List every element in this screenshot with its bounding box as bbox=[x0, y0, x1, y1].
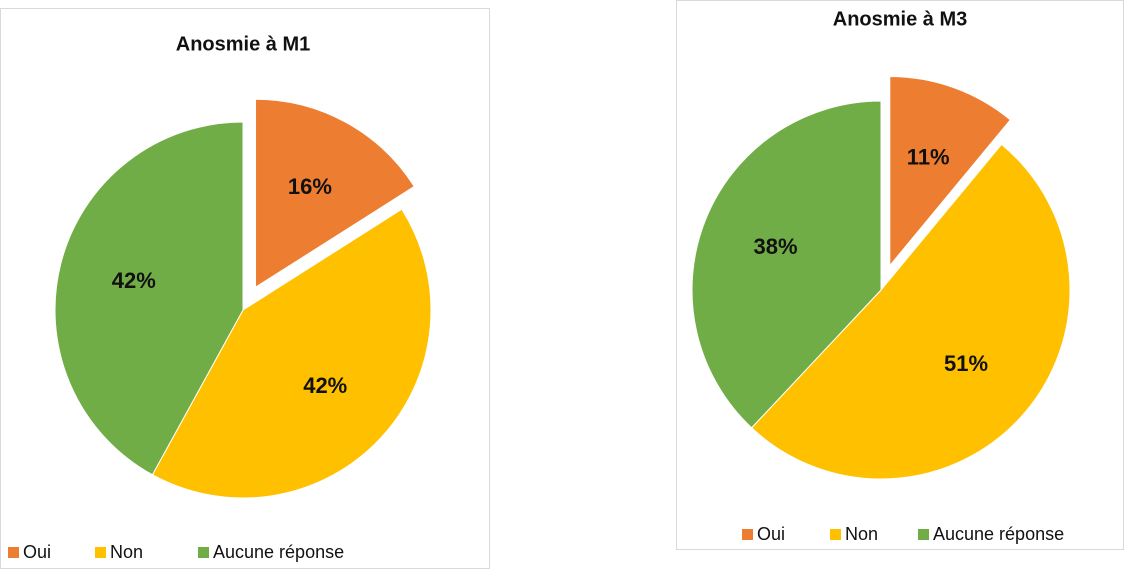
legend-swatch bbox=[8, 547, 19, 558]
pie-slice bbox=[255, 98, 415, 289]
data-label: 42% bbox=[303, 373, 347, 398]
pie-slice bbox=[750, 143, 1071, 480]
pie-slice bbox=[54, 121, 244, 476]
legend-label: Aucune réponse bbox=[933, 524, 1064, 544]
pie-slice bbox=[691, 100, 882, 429]
legend-label: Oui bbox=[23, 542, 51, 562]
pie-slice bbox=[889, 76, 1011, 267]
data-label: 51% bbox=[944, 351, 988, 376]
legend-swatch bbox=[918, 529, 929, 540]
data-label: 38% bbox=[754, 234, 798, 259]
legend-swatch bbox=[742, 529, 753, 540]
data-label: 16% bbox=[288, 174, 332, 199]
legend-label: Oui bbox=[757, 524, 785, 544]
legend-swatch bbox=[95, 547, 106, 558]
legend-swatch bbox=[198, 547, 209, 558]
legend-label: Aucune réponse bbox=[213, 542, 344, 562]
data-label: 11% bbox=[907, 145, 950, 170]
legend-label: Non bbox=[110, 542, 143, 562]
legend-swatch bbox=[830, 529, 841, 540]
chart-title: Anosmie à M1 bbox=[176, 33, 310, 55]
chart-title: Anosmie à M3 bbox=[833, 8, 967, 30]
pie-slice bbox=[151, 208, 432, 499]
data-label: 42% bbox=[112, 268, 156, 293]
legend-label: Non bbox=[845, 524, 878, 544]
